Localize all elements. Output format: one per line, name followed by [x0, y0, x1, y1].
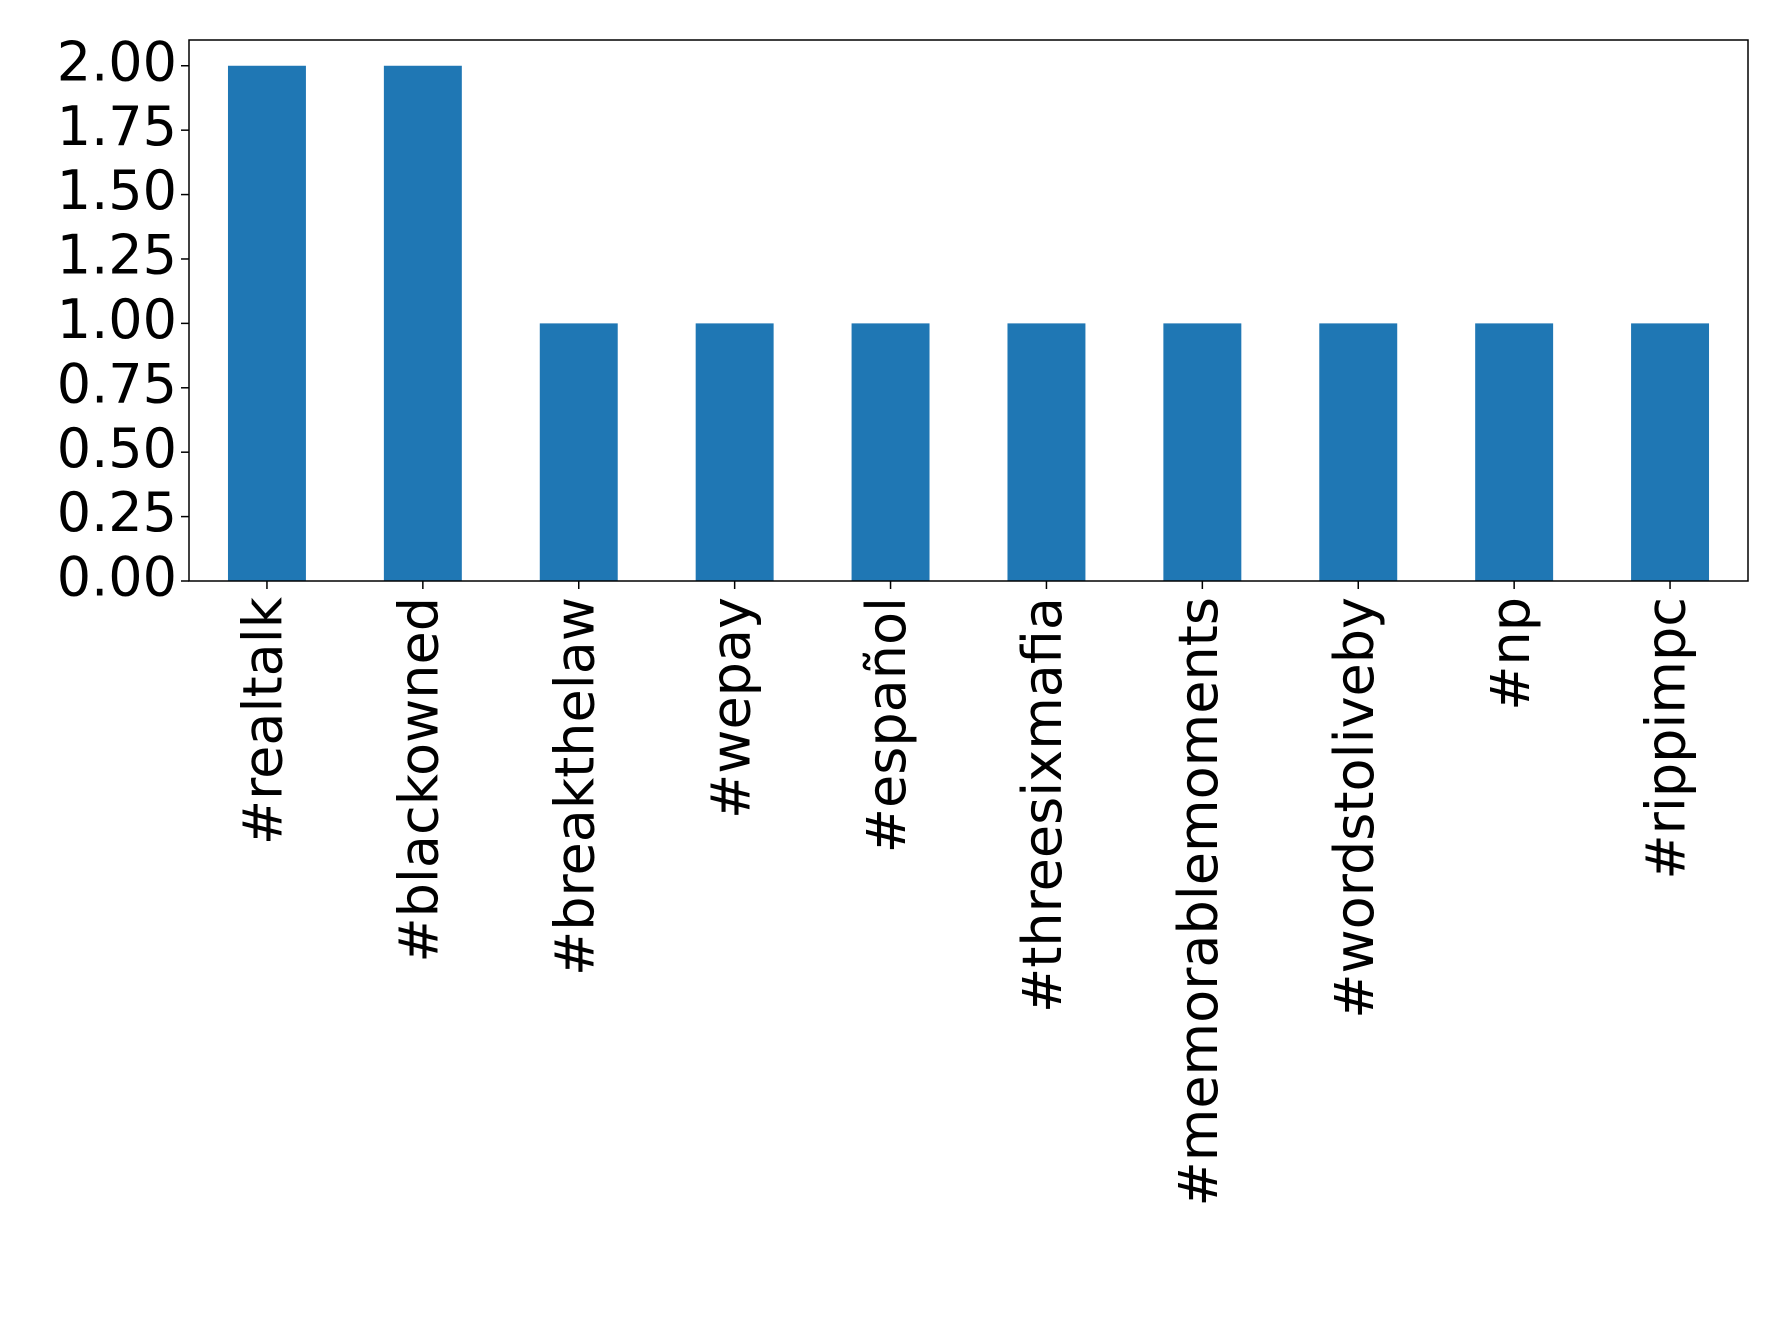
- y-tick-label: 0.25: [57, 481, 177, 544]
- x-tick-label: #rippimpc: [1635, 597, 1698, 880]
- x-tick-label: #threesixmafia: [1011, 597, 1074, 1013]
- y-tick-label: 2.00: [57, 30, 177, 93]
- x-tick-label: #memorablemoments: [1167, 597, 1230, 1207]
- x-tick-label: #español: [855, 597, 918, 853]
- x-tick-label: #blackowned: [387, 597, 450, 963]
- bar: [851, 323, 930, 581]
- plot-frame: [188, 39, 1749, 582]
- bar: [1007, 323, 1086, 581]
- x-tick-label: #breakthelaw: [543, 597, 606, 976]
- x-tick-label: #realtalk: [232, 596, 295, 845]
- y-tick-label: 1.00: [57, 288, 177, 351]
- y-tick-label: 1.25: [57, 224, 177, 287]
- x-tick-label: #np: [1479, 597, 1542, 711]
- bar: [695, 323, 774, 581]
- bar: [1631, 323, 1710, 581]
- y-tick-label: 0.00: [57, 546, 177, 609]
- y-tick-label: 0.50: [57, 417, 177, 480]
- bar: [1163, 323, 1242, 581]
- y-tick-label: 1.50: [57, 159, 177, 222]
- y-tick-label: 1.75: [57, 95, 177, 158]
- x-tick-label: #wordstoliveby: [1323, 597, 1386, 1019]
- bar: [227, 65, 306, 581]
- bar: [1475, 323, 1554, 581]
- bar: [1319, 323, 1398, 581]
- bar: [539, 323, 618, 581]
- bar: [383, 65, 462, 581]
- x-tick-label: #wepay: [699, 597, 762, 819]
- y-tick-label: 0.75: [57, 352, 177, 415]
